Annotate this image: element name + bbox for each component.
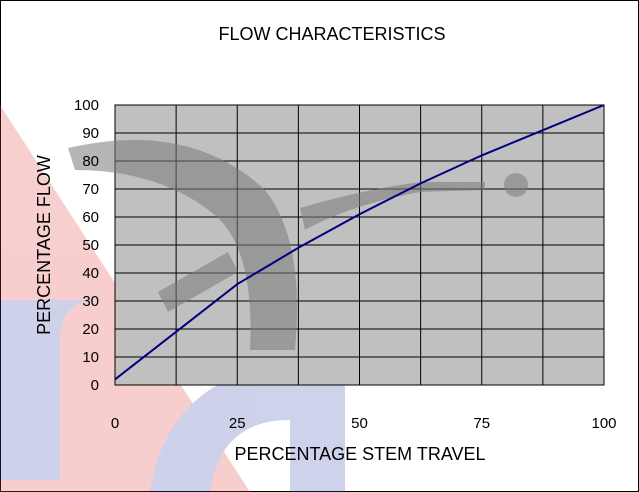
y-tick-label: 30 [82,293,99,310]
x-axis-label: PERCENTAGE STEM TRAVEL [234,444,485,464]
series-line [114,104,605,381]
x-tick-label: 75 [473,415,490,432]
y-tick-label: 70 [82,181,99,198]
x-tick-label: 100 [591,415,616,432]
y-tick-label: 80 [82,153,99,170]
watermark-blue-shape [0,300,100,480]
chart-title: FLOW CHARACTERISTICS [218,24,445,44]
watermark-gray-arc [68,140,297,350]
x-tick-label: 0 [111,415,119,432]
y-tick-label: 90 [82,125,99,142]
y-tick-label: 10 [82,349,99,366]
series-layer [114,104,605,381]
watermark-overlay [68,140,528,350]
watermark-blue-arc [150,360,345,492]
x-tick-labels: 0 25 50 75 100 [111,415,617,432]
watermark-gray-dot [504,173,528,197]
y-axis-label: PERCENTAGE FLOW [34,155,54,335]
y-tick-label: 60 [82,209,99,226]
plot-border [114,104,605,386]
y-tick-label: 100 [74,97,99,114]
y-tick-label: 0 [91,377,99,394]
y-tick-label: 50 [82,237,99,254]
watermark-gray-wing [300,182,485,230]
watermark-gray-bar [158,252,238,312]
x-tick-label: 50 [351,415,368,432]
x-tick-label: 25 [229,415,246,432]
y-tick-label: 20 [82,321,99,338]
y-tick-label: 40 [82,265,99,282]
y-tick-labels: 0 10 20 30 40 50 60 70 80 90 100 [74,97,99,394]
